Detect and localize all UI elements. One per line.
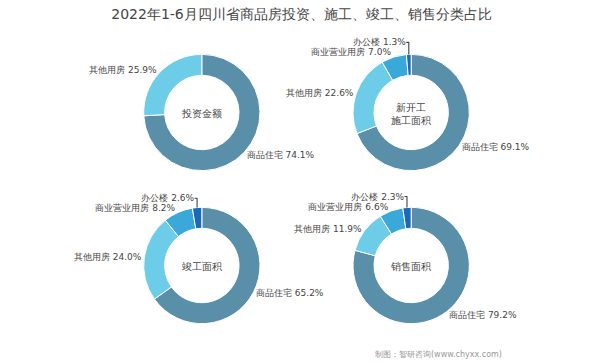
svg-text:商品住宅 79.2%: 商品住宅 79.2% [449,310,517,320]
svg-text:办公楼 1.3%: 办公楼 1.3% [353,37,406,47]
svg-text:办公楼 2.3%: 办公楼 2.3% [351,192,404,202]
svg-text:制图：智研咨询(www.chyxx.com): 制图：智研咨询(www.chyxx.com) [375,350,502,359]
svg-text:商品住宅 65.2%: 商品住宅 65.2% [256,288,324,298]
svg-text:其他用房 22.6%: 其他用房 22.6% [286,88,354,98]
svg-text:新开工施工面积: 新开工施工面积 [391,102,431,126]
svg-text:2022年1-6月四川省商品房投资、施工、竣工、销售分类占比: 2022年1-6月四川省商品房投资、施工、竣工、销售分类占比 [111,6,492,22]
svg-text:商业营业用房 6.6%: 商业营业用房 6.6% [308,202,388,212]
svg-text:商业营业用房 8.2%: 商业营业用房 8.2% [95,203,175,213]
svg-text:其他用房 11.9%: 其他用房 11.9% [294,224,362,234]
svg-text:商品住宅 69.1%: 商品住宅 69.1% [462,142,530,152]
svg-text:竣工面积: 竣工面积 [182,261,222,272]
svg-text:商业营业用房 7.0%: 商业营业用房 7.0% [311,47,391,57]
svg-text:商品住宅 74.1%: 商品住宅 74.1% [247,150,315,160]
svg-text:其他用房 25.9%: 其他用房 25.9% [89,65,157,75]
svg-text:投资金额: 投资金额 [181,108,222,119]
svg-text:销售面积: 销售面积 [390,261,431,272]
svg-text:其他用房 24.0%: 其他用房 24.0% [74,252,142,262]
svg-text:办公楼 2.6%: 办公楼 2.6% [141,193,194,203]
